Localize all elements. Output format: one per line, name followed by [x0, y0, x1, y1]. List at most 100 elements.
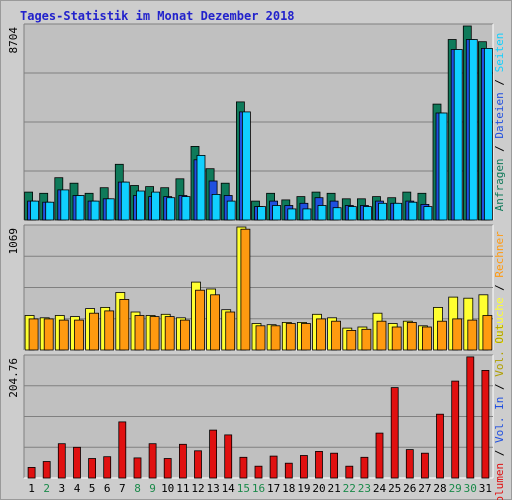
bar-rechner [58, 319, 69, 351]
x-tick-label: 1 [28, 482, 35, 495]
bar-seiten [90, 200, 100, 221]
legend: Besuche / Rechner [493, 231, 506, 344]
bar-volumen [405, 449, 414, 479]
x-tick-label: 8 [134, 482, 141, 495]
bar-rechner [452, 318, 463, 351]
bar-seiten [302, 208, 312, 221]
bar-volumen [481, 369, 490, 479]
legend-rechner: Rechner [493, 231, 506, 278]
bar-volumen [420, 452, 429, 479]
bar-rechner [149, 316, 160, 351]
x-tick-label: 28 [433, 482, 446, 495]
bar-seiten [378, 202, 387, 221]
bar-rechner [240, 228, 251, 351]
x-tick-label: 18 [282, 482, 295, 495]
y-max-label: 204.76 [7, 358, 20, 398]
panel-top: 8704 Anfragen / Dateien / Seiten [7, 23, 506, 221]
x-tick-label: 24 [373, 482, 387, 495]
bar-seiten [438, 112, 448, 221]
legend: Anfragen / Dateien / Seiten [493, 33, 506, 212]
x-tick-label: 15 [237, 482, 250, 495]
bar-seiten [332, 207, 342, 221]
bar-seiten [30, 200, 40, 221]
panel-middle: 1069 Besuche / Rechner [7, 224, 506, 351]
x-tick-label: 22 [343, 482, 356, 495]
bar-seiten [287, 208, 297, 221]
bar-seiten [105, 198, 115, 221]
bar-volumen [284, 462, 293, 479]
x-tick-label: 13 [206, 482, 219, 495]
bar-seiten [408, 201, 418, 221]
bar-rechner [164, 316, 175, 351]
bar-rechner [421, 326, 432, 351]
bar-volumen [194, 450, 202, 479]
bar-volumen [390, 387, 399, 479]
legend-separator: / [493, 443, 506, 463]
bar-rechner [482, 315, 493, 351]
bar-seiten [45, 201, 55, 221]
x-tick-label: 19 [297, 482, 310, 495]
bar-rechner [119, 298, 130, 351]
bar-rechner [43, 318, 54, 351]
legend-separator: / [493, 72, 506, 92]
x-tick-label: 25 [388, 482, 401, 495]
legend-separator: / [493, 139, 506, 159]
bar-rechner [346, 329, 357, 351]
x-tick-label: 4 [74, 482, 81, 495]
bar-seiten [211, 193, 221, 221]
bar-seiten [60, 189, 70, 221]
x-tick-label: 3 [58, 482, 65, 495]
bar-rechner [195, 289, 205, 351]
bar-volumen [209, 429, 218, 479]
x-tick-label: 9 [149, 482, 156, 495]
x-tick-label: 23 [358, 482, 371, 495]
bar-volumen [254, 465, 263, 479]
bar-volumen [42, 461, 51, 479]
legend-separator: / [493, 377, 506, 397]
bar-rechner [376, 320, 387, 351]
bar-volumen [299, 455, 308, 479]
bar-seiten [393, 202, 403, 221]
bar-volumen [73, 446, 81, 479]
bar-volumen [436, 413, 444, 479]
legend-besuche: Besuche [493, 297, 506, 343]
x-tick-label: 21 [327, 482, 340, 495]
bar-rechner [225, 311, 236, 351]
y-max-label: 1069 [7, 228, 20, 255]
legend-seiten: Seiten [493, 33, 506, 73]
bar-rechner [28, 318, 39, 351]
legend-dateien: Dateien [493, 92, 506, 138]
x-tick-label: 11 [176, 482, 189, 495]
bar-seiten [75, 195, 85, 221]
x-tick-label: 29 [449, 482, 462, 495]
bar-seiten [272, 205, 282, 221]
bar-rechner [285, 323, 296, 351]
bar-volumen [27, 466, 36, 479]
x-tick-label: 20 [312, 482, 325, 495]
bar-seiten [257, 206, 266, 221]
bar-volumen [269, 455, 278, 479]
legend-separator: / [493, 278, 506, 298]
x-tick-label: 14 [222, 482, 236, 495]
bar-seiten [166, 197, 176, 221]
bar-seiten [196, 154, 206, 221]
bar-rechner [300, 323, 311, 351]
bar-seiten [151, 191, 161, 221]
bar-rechner [89, 312, 99, 351]
x-tick-label: 10 [161, 482, 174, 495]
bar-rechner [74, 319, 84, 351]
y-max-label: 8704 [7, 27, 20, 54]
bar-rechner [134, 315, 145, 351]
x-tick-label: 30 [464, 482, 477, 495]
legend-vol-out: Vol. Out [493, 324, 506, 377]
series-volumen [27, 356, 490, 479]
bar-seiten [136, 190, 145, 221]
bar-volumen [375, 432, 384, 479]
x-tick-label: 6 [104, 482, 111, 495]
bar-seiten [317, 205, 327, 221]
bar-rechner [391, 326, 402, 351]
legend: Volumen / Vol. In / Vol. Out [493, 324, 506, 500]
x-tick-label: 31 [479, 482, 492, 495]
legend-anfragen: Anfragen [493, 158, 506, 211]
bar-volumen [133, 457, 142, 479]
